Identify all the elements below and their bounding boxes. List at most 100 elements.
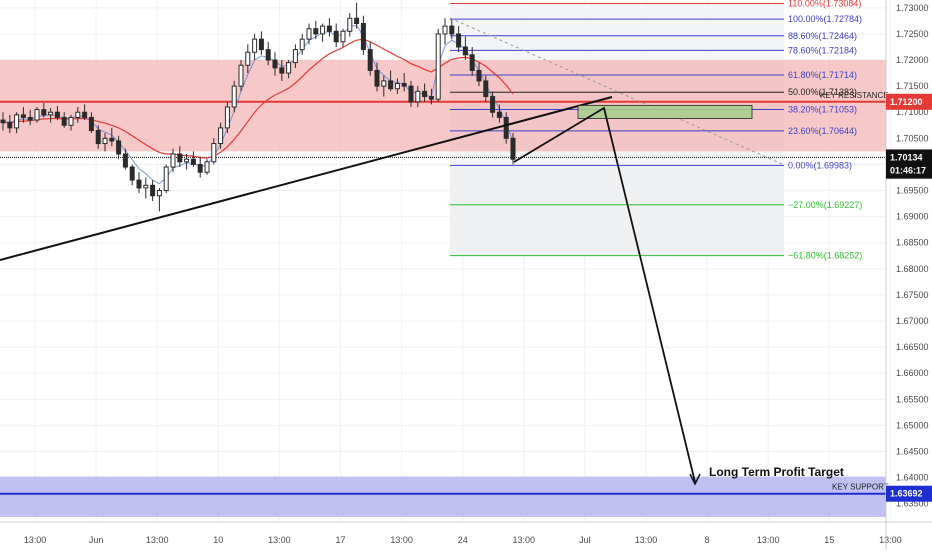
candle-body — [435, 33, 441, 100]
x-tick-label: 24 — [458, 535, 468, 545]
candle-body — [469, 54, 475, 71]
x-tick-label: 13:00 — [24, 535, 47, 545]
y-tick-label: 1.72500 — [896, 29, 929, 39]
candle-body — [503, 116, 509, 139]
y-tick-label: 1.67000 — [896, 316, 929, 326]
candle-body — [184, 158, 190, 163]
candle-body — [347, 17, 353, 32]
candle-body — [408, 85, 414, 103]
candle-body — [143, 184, 149, 189]
candle-body — [442, 25, 448, 35]
candle-body — [388, 80, 394, 90]
x-tick-label: 17 — [335, 535, 345, 545]
candle-body — [75, 111, 81, 118]
y-tick-label: 1.65000 — [896, 420, 929, 430]
candle-body — [129, 166, 135, 181]
candle-body — [238, 64, 244, 87]
candle-body — [27, 116, 33, 121]
candle-body — [354, 17, 360, 24]
candle-body — [326, 25, 332, 32]
x-tick-label: 13:00 — [390, 535, 413, 545]
y-tick-label: 1.64500 — [896, 447, 929, 457]
y-tick-label: 1.69500 — [896, 186, 929, 196]
candle-body — [496, 111, 502, 118]
candle-body — [306, 28, 312, 40]
x-tick-label: 13:00 — [268, 535, 291, 545]
key-resistance-zone — [0, 60, 886, 152]
candle-body — [61, 116, 67, 126]
trend-drawings[interactable] — [0, 17, 785, 486]
candle-body — [116, 140, 122, 155]
x-tick-label: 13:00 — [146, 535, 169, 545]
candle-body — [82, 111, 88, 118]
x-tick-label: 13:00 — [757, 535, 780, 545]
candle-body — [401, 83, 407, 87]
candle-body — [340, 30, 346, 43]
candle-body — [218, 127, 224, 145]
candle-body — [177, 153, 183, 163]
y-tick-label: 1.68500 — [896, 238, 929, 248]
y-tick-label: 1.66500 — [896, 342, 929, 352]
projection-path — [513, 106, 696, 483]
candle-body — [211, 143, 217, 163]
x-tick-label: Jul — [579, 535, 591, 545]
fib-level-label: 61.80%(1.71714) — [788, 70, 857, 80]
candle-body — [483, 80, 489, 98]
candle-body — [20, 114, 26, 118]
candle-body — [394, 83, 400, 90]
price-tag-bg — [886, 149, 932, 166]
candle-body — [456, 33, 462, 48]
price-tag-label: 1.63692 — [890, 489, 923, 499]
price-tag-label: 1.71200 — [890, 97, 923, 107]
candle-body — [41, 109, 47, 116]
candle-body — [320, 25, 326, 35]
candle-body — [224, 106, 230, 129]
candle-body — [48, 111, 54, 116]
candle-body — [360, 22, 366, 51]
candle-body — [476, 69, 482, 82]
fib-level-label: 88.60%(1.72464) — [788, 31, 857, 41]
fib-diagonal-dashed — [449, 17, 785, 166]
candle-body — [150, 184, 156, 197]
price-tag-label: 1.70134 — [890, 152, 923, 162]
price-tag-label: 01:46:17 — [890, 166, 926, 176]
candle-body — [422, 90, 428, 98]
fibonacci-retracement[interactable]: 110.00%(1.73084) 100.00%(1.72784) 88.60%(1… — [450, 0, 862, 261]
y-tick-label: 1.66000 — [896, 368, 929, 378]
fib-level-label: −61.80%(1.68252) — [788, 251, 862, 261]
candle-body — [14, 114, 20, 129]
candle-body — [102, 137, 108, 145]
y-tick-label: 1.73000 — [896, 3, 929, 13]
price-tags: 1.71200 1.70134 01:46:17 1.63692 — [886, 93, 932, 502]
candle-body — [415, 90, 421, 103]
candle-body — [333, 30, 339, 43]
candle-body — [95, 130, 101, 145]
fib-extension-area — [450, 165, 784, 256]
candle-body — [231, 85, 237, 108]
long-term-profit-target-label: Long Term Profit Target — [709, 465, 844, 479]
candle-body — [381, 80, 387, 87]
price-tag-bg — [886, 162, 932, 179]
candle-body — [136, 179, 142, 189]
candle-body — [510, 137, 516, 160]
y-tick-label: 1.69000 — [896, 212, 929, 222]
y-tick-label: 1.71000 — [896, 107, 929, 117]
y-tick-label: 1.67500 — [896, 290, 929, 300]
key-support-zone — [0, 476, 886, 517]
x-tick-label: 13:00 — [513, 535, 536, 545]
x-tick-label: 10 — [213, 535, 223, 545]
candle-body — [462, 46, 468, 56]
fib-level-label: 78.60%(1.72184) — [788, 45, 857, 55]
candle-body — [367, 49, 373, 71]
x-tick-label: 13:00 — [879, 535, 902, 545]
y-tick-label: 1.64000 — [896, 473, 929, 483]
candle-body — [54, 111, 60, 118]
candle-body — [156, 190, 162, 197]
candle-body — [0, 119, 6, 124]
candle-body — [88, 116, 94, 131]
fib-level-label: 100.00%(1.72784) — [788, 14, 862, 24]
x-tick-label: 15 — [824, 535, 834, 545]
candle-body — [286, 62, 292, 74]
